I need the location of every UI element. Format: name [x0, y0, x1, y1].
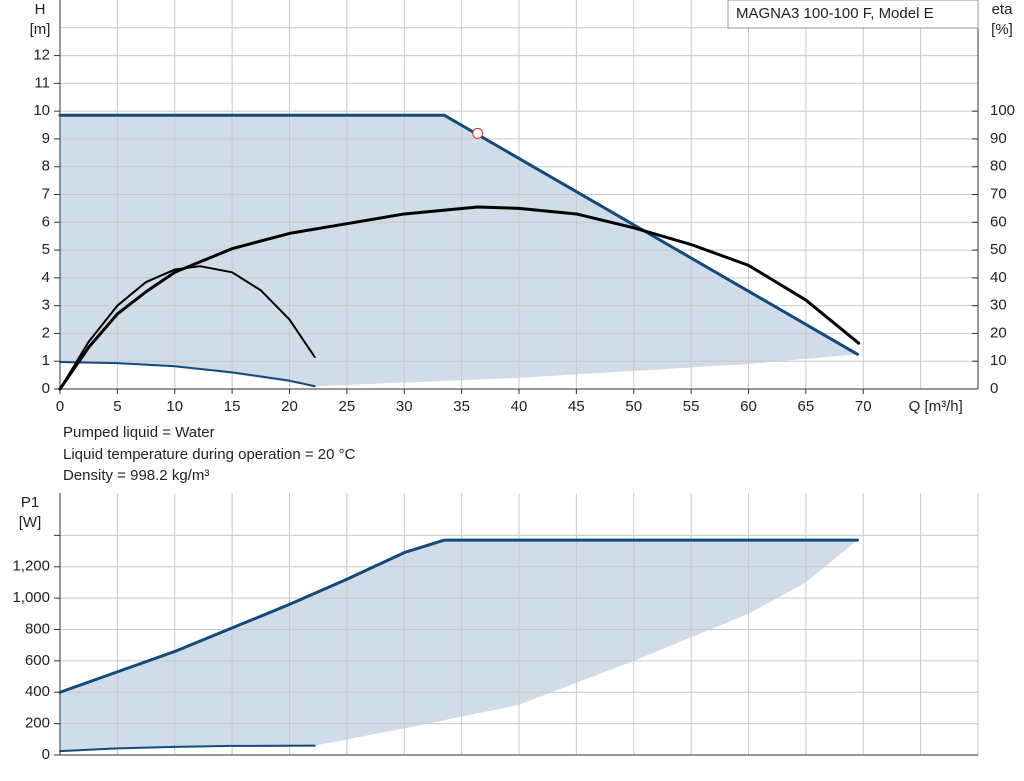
- x-tick-label: 20: [281, 398, 298, 415]
- operating-point: [472, 127, 484, 139]
- x-tick-label: 40: [511, 398, 528, 415]
- x-tick-label: 0: [56, 398, 64, 415]
- curve: [58, 113, 860, 356]
- x-tick-label: 10: [166, 398, 183, 415]
- x-tick-label: 55: [683, 398, 700, 415]
- y-tick-label: 4: [42, 269, 50, 286]
- y2-tick-label: 80: [990, 158, 1007, 175]
- y-tick-label: 6: [42, 213, 50, 230]
- y-tick-label: 800: [25, 620, 50, 637]
- y-tick-label: 1: [42, 352, 50, 369]
- y-tick-label: 7: [42, 185, 50, 202]
- y2-tick-label: 10: [990, 352, 1007, 369]
- y-axis-label: P1: [21, 494, 39, 511]
- operating-area: [60, 540, 858, 752]
- y2-tick-label: 40: [990, 269, 1007, 286]
- x-axis-label: Q [m³/h]: [909, 398, 963, 415]
- y-tick-label: 5: [42, 241, 50, 258]
- y-tick-label: 8: [42, 158, 50, 175]
- y2-tick-label: 50: [990, 241, 1007, 258]
- y-tick-label: 0: [42, 380, 50, 397]
- y-axis-label: [W]: [19, 514, 42, 531]
- y2-tick-label: 90: [990, 130, 1007, 147]
- x-tick-label: 5: [113, 398, 121, 415]
- x-tick-label: 65: [798, 398, 815, 415]
- y-axis-label: H: [35, 1, 46, 18]
- curve: [58, 205, 861, 391]
- curve: [58, 538, 860, 694]
- y-tick-label: 2: [42, 324, 50, 341]
- y-axis-label: [m]: [30, 21, 51, 38]
- x-tick-label: 60: [740, 398, 757, 415]
- y-tick-label: 9: [42, 130, 50, 147]
- y-tick-label: 400: [25, 683, 50, 700]
- y-tick-label: 12: [33, 47, 50, 64]
- note: Pumped liquid = Water: [63, 424, 215, 441]
- operating-area: [60, 115, 858, 387]
- y-tick-label: 3: [42, 297, 50, 314]
- y2-tick-label: 0: [990, 380, 998, 397]
- y-tick-label: 0: [42, 746, 50, 763]
- y-tick-label: 10: [33, 102, 50, 119]
- y2-tick-label: 30: [990, 297, 1007, 314]
- y-tick-label: 11: [34, 74, 50, 91]
- x-tick-label: 30: [396, 398, 413, 415]
- y2-tick-label: 20: [990, 324, 1007, 341]
- x-tick-label: 50: [625, 398, 642, 415]
- y2-axis-label: eta: [992, 1, 1014, 18]
- legend-box: [727, 0, 979, 29]
- y-tick-label: 1,000: [12, 589, 50, 606]
- y-tick-label: 1,200: [12, 558, 50, 575]
- x-tick-label: 45: [568, 398, 585, 415]
- curve: [59, 744, 316, 753]
- x-tick-label: 25: [339, 398, 356, 415]
- note: Liquid temperature during operation = 20…: [63, 446, 356, 463]
- y2-tick-label: 100: [990, 102, 1015, 119]
- note: Density = 998.2 kg/m³: [63, 467, 209, 484]
- x-tick-label: 15: [224, 398, 241, 415]
- x-tick-label: 70: [855, 398, 872, 415]
- curve: [59, 265, 316, 390]
- y2-tick-label: 60: [990, 213, 1007, 230]
- y-tick-label: 200: [25, 715, 50, 732]
- chart-title: MAGNA3 100-100 F, Model E: [736, 5, 934, 22]
- y-tick-label: 600: [25, 652, 50, 669]
- chart: 0 200 400 600 800 1,000 1,200 P1 [W]: [12, 493, 979, 763]
- x-tick-label: 35: [453, 398, 470, 415]
- curve: [59, 361, 316, 388]
- y2-tick-label: 70: [990, 185, 1007, 202]
- y2-axis-label: [%]: [991, 21, 1013, 38]
